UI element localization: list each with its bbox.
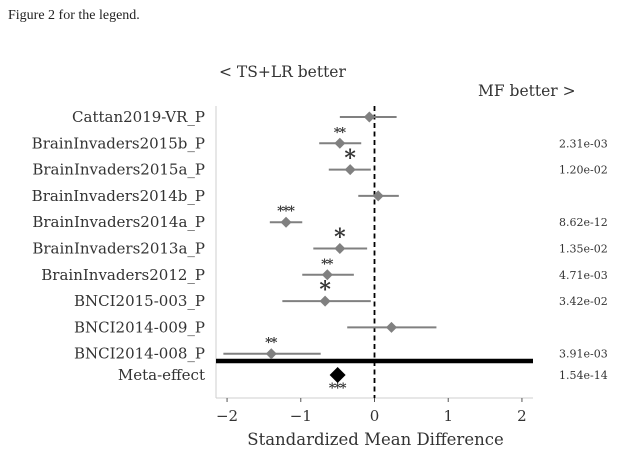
p-value-label: 8.62e-12 (559, 216, 608, 229)
figure-caption: Figure 2 for the legend. (8, 8, 140, 23)
meta-significance-stars: * (329, 381, 336, 396)
effect-point (344, 164, 356, 176)
meta-effect-point (329, 367, 346, 383)
study-label: BrainInvaders2012_P (41, 266, 205, 284)
meta-significance-stars: * (340, 381, 347, 396)
meta-effect-label: Meta-effect (118, 366, 205, 384)
significance-stars: * (321, 257, 328, 272)
x-tick-label: 1 (443, 407, 453, 425)
p-value-label: 3.42e-02 (559, 295, 608, 308)
effect-point (280, 216, 292, 228)
p-value-label: 3.91e-03 (559, 348, 608, 361)
effect-point (334, 243, 346, 254)
study-label: BrainInvaders2014b_P (32, 187, 205, 205)
significance-stars: * (344, 146, 356, 172)
left-annotation: < TS+LR better (219, 63, 346, 81)
study-label: BrainInvaders2014a_P (32, 213, 205, 231)
x-tick-label: 2 (517, 407, 527, 425)
significance-stars: * (327, 257, 334, 272)
p-value-label: 2.31e-03 (559, 137, 608, 150)
effect-point (372, 190, 384, 202)
x-tick-label: −1 (290, 407, 312, 425)
significance-stars: * (334, 125, 341, 140)
effect-point (363, 111, 375, 123)
p-value-label: 1.20e-02 (559, 164, 608, 177)
p-value-label: 4.71e-03 (559, 269, 608, 282)
study-label: BNCI2014-008_P (74, 345, 205, 363)
significance-stars: * (283, 204, 290, 219)
significance-stars: * (288, 204, 295, 219)
effect-point (334, 137, 346, 149)
study-label: BrainInvaders2015b_P (32, 134, 205, 152)
x-tick-label: 0 (370, 407, 380, 425)
significance-stars: * (334, 225, 346, 251)
significance-stars: * (265, 336, 272, 351)
effect-point (265, 348, 277, 360)
meta-p-value-label: 1.54e-14 (559, 369, 608, 382)
study-label: BNCI2015-003_P (74, 292, 205, 310)
x-tick-label: −2 (216, 407, 238, 425)
significance-stars: * (319, 277, 331, 303)
p-value-label: 1.35e-02 (559, 243, 608, 256)
study-label: BrainInvaders2013a_P (32, 240, 205, 258)
study-label: BrainInvaders2015a_P (32, 161, 205, 179)
effect-point (385, 321, 397, 333)
right-annotation: MF better > (478, 82, 576, 100)
effect-point (321, 269, 333, 281)
effect-point (319, 295, 331, 307)
study-label: BNCI2014-009_P (74, 318, 205, 336)
x-axis-label: Standardized Mean Difference (247, 430, 503, 449)
study-label: Cattan2019-VR_P (72, 108, 205, 126)
meta-significance-stars: * (334, 381, 341, 396)
significance-stars: * (271, 336, 278, 351)
significance-stars: * (339, 125, 346, 140)
significance-stars: * (277, 204, 284, 219)
